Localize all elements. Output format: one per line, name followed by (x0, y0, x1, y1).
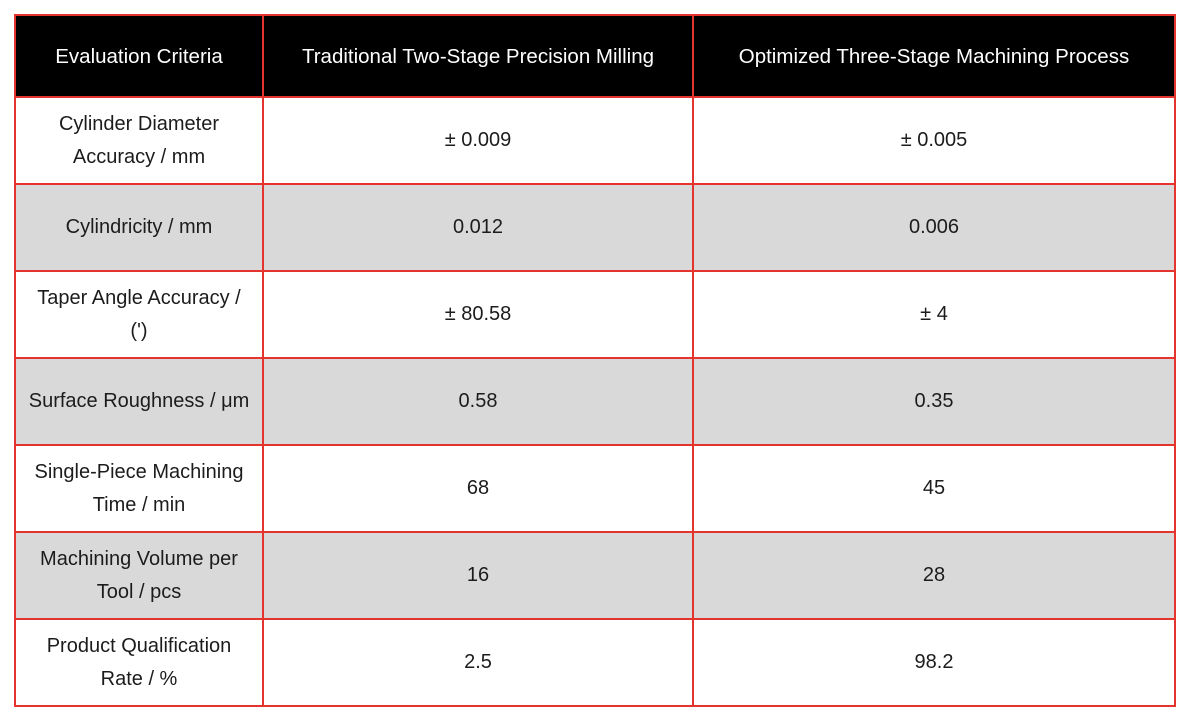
optimized-value-cell: 28 (692, 531, 1176, 620)
optimized-value-cell: 45 (692, 444, 1176, 533)
table-body: Cylinder Diameter Accuracy / mm ± 0.009 ± … (14, 96, 1176, 707)
criteria-cell: Product Qualification Rate / % (14, 618, 264, 707)
traditional-value-cell: 0.012 (262, 183, 694, 272)
criteria-cell: Cylindricity / mm (14, 183, 264, 272)
traditional-value-cell: ± 80.58 (262, 270, 694, 359)
criteria-cell: Taper Angle Accuracy / (') (14, 270, 264, 359)
table-row: Product Qualification Rate / % 2.5 98.2 (14, 618, 1176, 707)
criteria-cell: Single-Piece Machining Time / min (14, 444, 264, 533)
traditional-value-cell: 0.58 (262, 357, 694, 446)
traditional-value-cell: 2.5 (262, 618, 694, 707)
table-row: Surface Roughness / μm 0.58 0.35 (14, 357, 1176, 446)
table-row: Taper Angle Accuracy / (') ± 80.58 ± 4 (14, 270, 1176, 359)
table-row: Cylindricity / mm 0.012 0.006 (14, 183, 1176, 272)
header-row: Evaluation Criteria Traditional Two-Stag… (14, 14, 1176, 98)
optimized-value-cell: ± 4 (692, 270, 1176, 359)
optimized-value-cell: ± 0.005 (692, 96, 1176, 185)
traditional-value-cell: 68 (262, 444, 694, 533)
comparison-table: Evaluation Criteria Traditional Two-Stag… (14, 14, 1176, 707)
table-row: Single-Piece Machining Time / min 68 45 (14, 444, 1176, 533)
criteria-cell: Cylinder Diameter Accuracy / mm (14, 96, 264, 185)
traditional-value-cell: ± 0.009 (262, 96, 694, 185)
column-header-optimized: Optimized Three-Stage Machining Process (692, 14, 1176, 98)
optimized-value-cell: 0.006 (692, 183, 1176, 272)
criteria-cell: Surface Roughness / μm (14, 357, 264, 446)
criteria-cell: Machining Volume per Tool / pcs (14, 531, 264, 620)
column-header-criteria: Evaluation Criteria (14, 14, 264, 98)
column-header-traditional: Traditional Two-Stage Precision Milling (262, 14, 694, 98)
optimized-value-cell: 98.2 (692, 618, 1176, 707)
optimized-value-cell: 0.35 (692, 357, 1176, 446)
table-row: Machining Volume per Tool / pcs 16 28 (14, 531, 1176, 620)
table-row: Cylinder Diameter Accuracy / mm ± 0.009 ± … (14, 96, 1176, 185)
traditional-value-cell: 16 (262, 531, 694, 620)
